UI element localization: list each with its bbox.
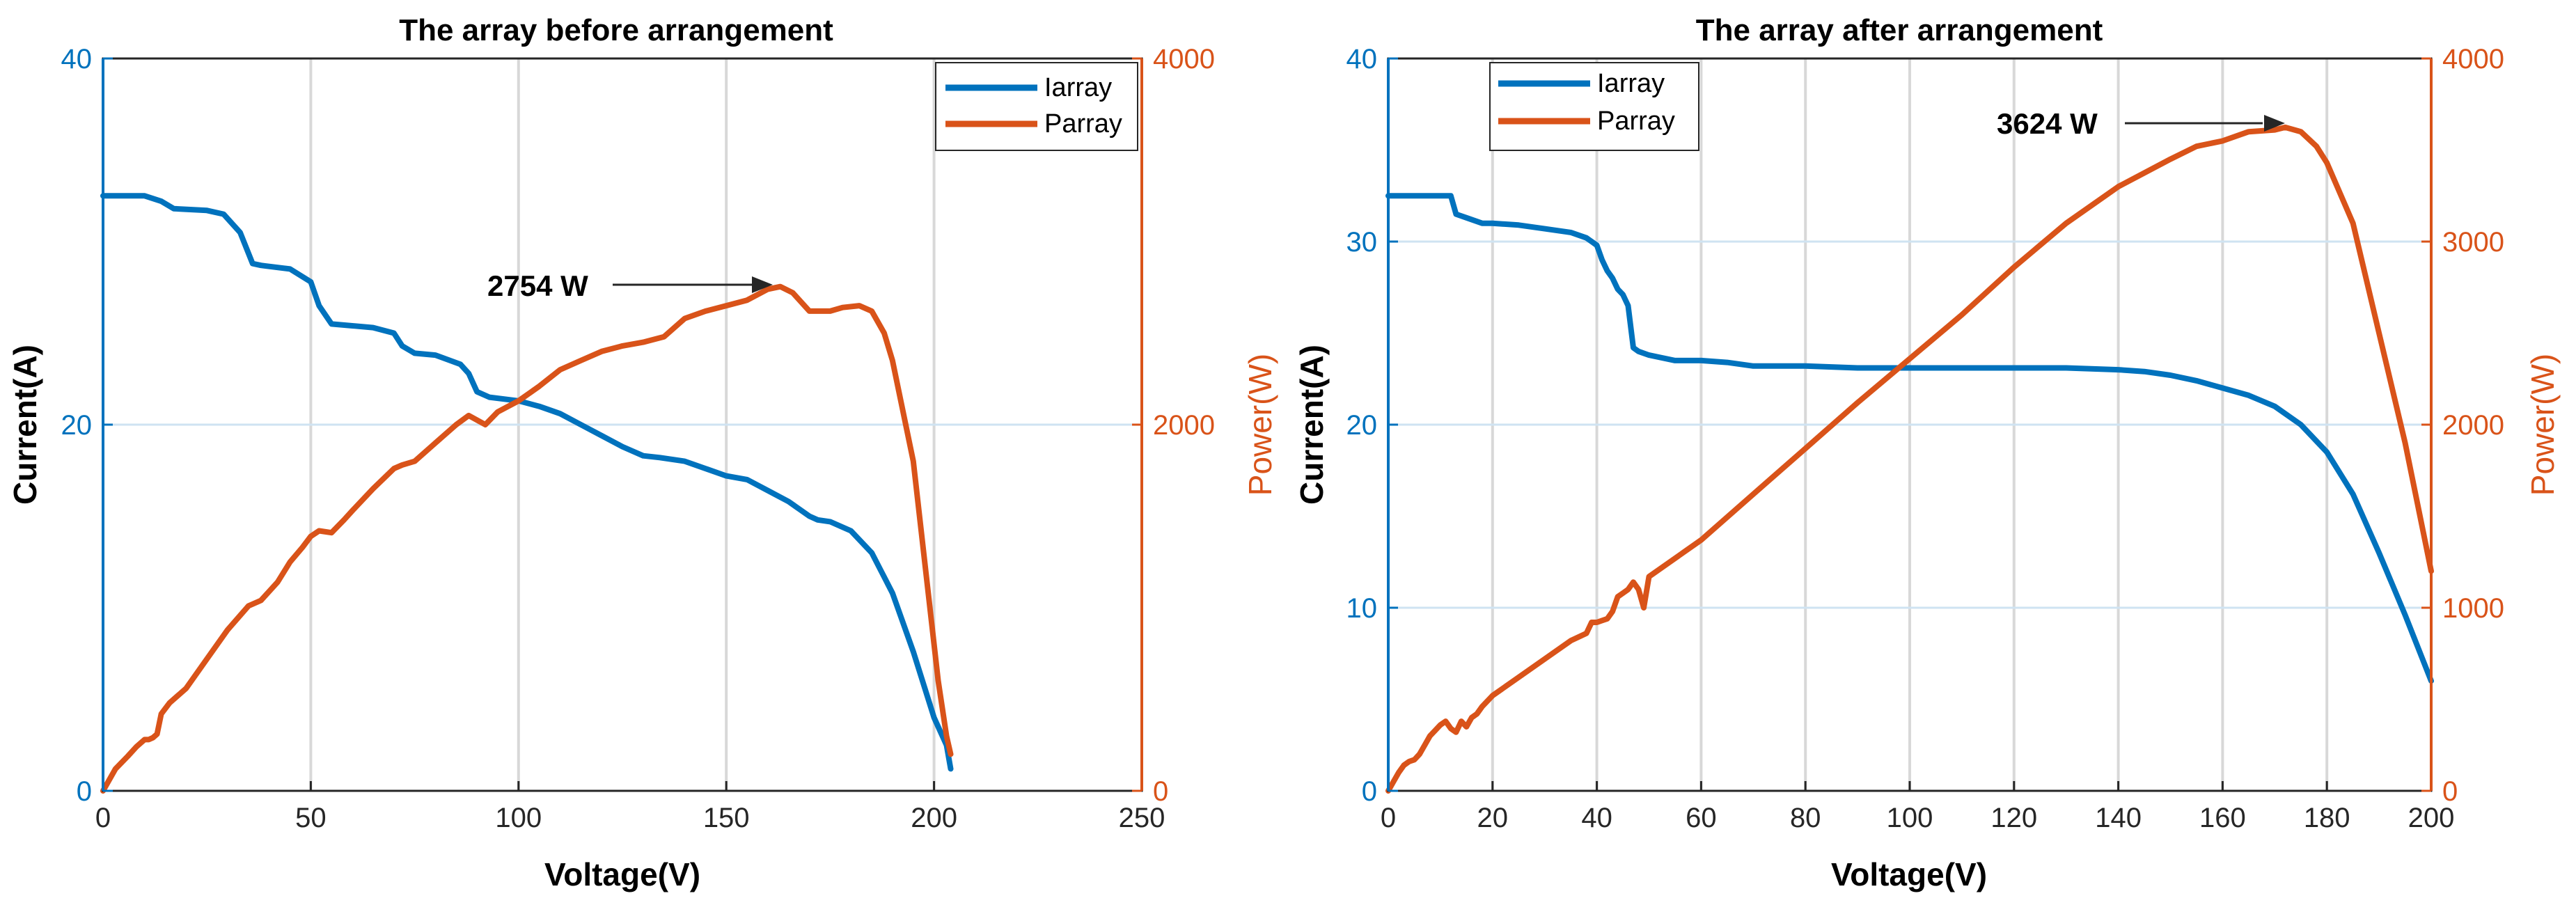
y-left-tick-label: 30 xyxy=(1346,227,1378,258)
peak-label: 2754 W xyxy=(487,269,588,302)
peak-arrow-head xyxy=(752,276,773,293)
y-left-tick-label: 0 xyxy=(77,776,92,807)
x-tick-label: 150 xyxy=(703,803,750,833)
legend-box xyxy=(935,62,1138,151)
x-tick-label: 120 xyxy=(1990,803,2037,833)
x-tick-label: 250 xyxy=(1119,803,1165,833)
legend-label-parray: Parray xyxy=(1044,109,1122,139)
x-tick-label: 0 xyxy=(95,803,111,833)
x-tick-label: 60 xyxy=(1686,803,1717,833)
x-tick-label: 200 xyxy=(2408,803,2455,833)
y-right-tick-label: 4000 xyxy=(1153,44,1215,74)
x-axis-label: Voltage(V) xyxy=(544,856,700,892)
series-line-parray xyxy=(100,283,954,794)
x-tick-label: 100 xyxy=(495,803,542,833)
legend: Iarray Parray xyxy=(935,62,1138,151)
peak-annotation: 3624 W xyxy=(1997,107,2285,140)
y-axis-label-left: Current(A) xyxy=(7,345,43,505)
y-right-tick-label: 0 xyxy=(2442,776,2458,807)
x-tick-label: 40 xyxy=(1581,803,1612,833)
x-axis-label: Voltage(V) xyxy=(1831,856,1987,892)
legend-label-parray: Parray xyxy=(1597,107,1675,136)
y-right-tick-label: 3000 xyxy=(2442,227,2504,258)
y-left-tick-label: 40 xyxy=(1346,44,1378,74)
y-axis-label-right: Power(W) xyxy=(2524,354,2561,496)
chart-before-arrangement: The array before arrangement 0 50 100 150 20… xyxy=(7,13,1278,892)
x-tick-label: 0 xyxy=(1381,803,1396,833)
chart-title: The array before arrangement xyxy=(399,13,833,47)
x-tick-label: 20 xyxy=(1477,803,1509,833)
y-right-tick-label: 0 xyxy=(1153,776,1168,807)
legend-label-iarray: Iarray xyxy=(1597,69,1665,98)
chart-title: The array after arrangement xyxy=(1696,13,2103,47)
y-left-tick-label: 0 xyxy=(1362,776,1377,807)
y-right-tick-label: 2000 xyxy=(1153,410,1215,441)
legend: Iarray Parray xyxy=(1489,62,1699,151)
x-tick-label: 160 xyxy=(2199,803,2246,833)
x-tick-label: 50 xyxy=(295,803,327,833)
legend-label-iarray: Iarray xyxy=(1044,73,1112,102)
legend-box xyxy=(1489,62,1699,151)
series-line-iarray xyxy=(1385,193,2434,684)
y-axis-label-left: Current(A) xyxy=(1294,345,1330,505)
y-left-tick-label: 40 xyxy=(61,44,93,74)
y-right-tick-label: 2000 xyxy=(2442,410,2504,441)
y-axis-label-right: Power(W) xyxy=(1242,354,1278,496)
series-line-parray xyxy=(1385,124,2434,794)
chart-after-arrangement: The array after arrangement 0 20 40 60 80 100… xyxy=(1294,13,2561,892)
x-tick-label: 140 xyxy=(2095,803,2142,833)
peak-arrow-head xyxy=(2264,115,2285,132)
x-tick-label: 180 xyxy=(2304,803,2350,833)
x-tick-label: 100 xyxy=(1887,803,1933,833)
y-right-tick-label: 4000 xyxy=(2442,44,2504,74)
y-left-tick-label: 10 xyxy=(1346,593,1378,624)
x-tick-label: 80 xyxy=(1790,803,1821,833)
y-left-tick-label: 20 xyxy=(1346,410,1378,441)
peak-annotation: 2754 W xyxy=(487,269,773,302)
x-tick-label: 200 xyxy=(911,803,957,833)
peak-label: 3624 W xyxy=(1997,107,2098,140)
y-right-tick-label: 1000 xyxy=(2442,593,2504,624)
y-left-tick-label: 20 xyxy=(61,410,93,441)
